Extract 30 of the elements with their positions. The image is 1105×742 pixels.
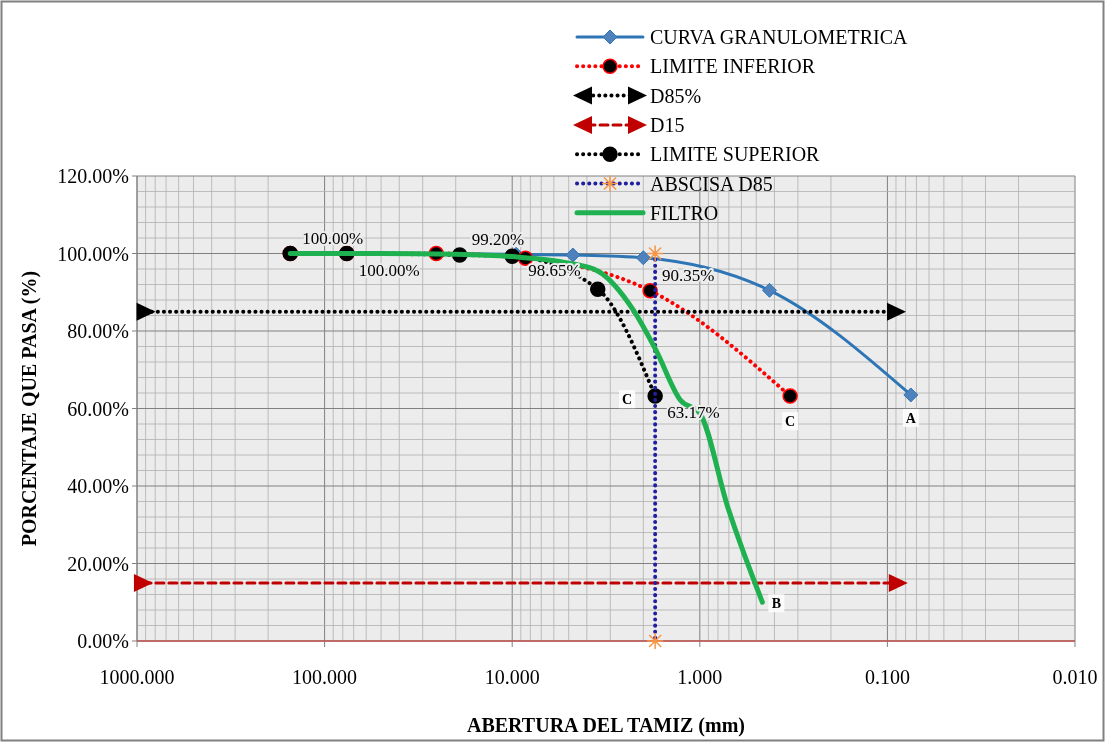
legend-label: CURVA GRANULOMETRICA bbox=[650, 26, 909, 48]
x-tick-label: 1000.000 bbox=[99, 666, 175, 688]
annotation: 100.00% bbox=[302, 228, 364, 248]
x-tick-label: 10.000 bbox=[484, 666, 540, 688]
y-tick-label: 120.00% bbox=[57, 165, 129, 187]
legend-label: FILTRO bbox=[650, 201, 719, 224]
annotation: 99.20% bbox=[471, 230, 525, 250]
x-axis-title: ABERTURA DEL TAMIZ (mm) bbox=[466, 714, 746, 737]
x-tick-label: 0.010 bbox=[1052, 666, 1098, 688]
legend-label: LIMITE INFERIOR bbox=[650, 55, 816, 78]
annotation: 90.35% bbox=[662, 265, 715, 285]
annotation: C bbox=[785, 414, 796, 430]
y-tick-label: 40.00% bbox=[67, 475, 129, 497]
legend-label: ABSCISA D85 bbox=[650, 172, 773, 195]
y-tick-label: 0.00% bbox=[77, 630, 129, 652]
y-tick-label: 60.00% bbox=[67, 397, 129, 420]
y-tick-label: 20.00% bbox=[67, 552, 129, 575]
y-tick-label: 80.00% bbox=[67, 320, 129, 342]
legend-label: D15 bbox=[650, 113, 685, 136]
y-tick-label: 100.00% bbox=[57, 242, 129, 265]
legend-label: D85% bbox=[650, 84, 702, 107]
x-tick-label: 100.000 bbox=[292, 666, 358, 688]
annotation: C bbox=[622, 392, 633, 408]
annotation: 100.00% bbox=[358, 260, 420, 280]
annotation: B bbox=[771, 596, 782, 612]
legend-label: LIMITE SUPERIOR bbox=[650, 143, 821, 166]
x-tick-label: 0.100 bbox=[864, 666, 910, 688]
y-axis-title: PORCENTAJE QUE PASA (%) bbox=[18, 270, 41, 547]
x-tick-label: 1.000 bbox=[677, 666, 723, 688]
annotation: A bbox=[905, 410, 917, 426]
